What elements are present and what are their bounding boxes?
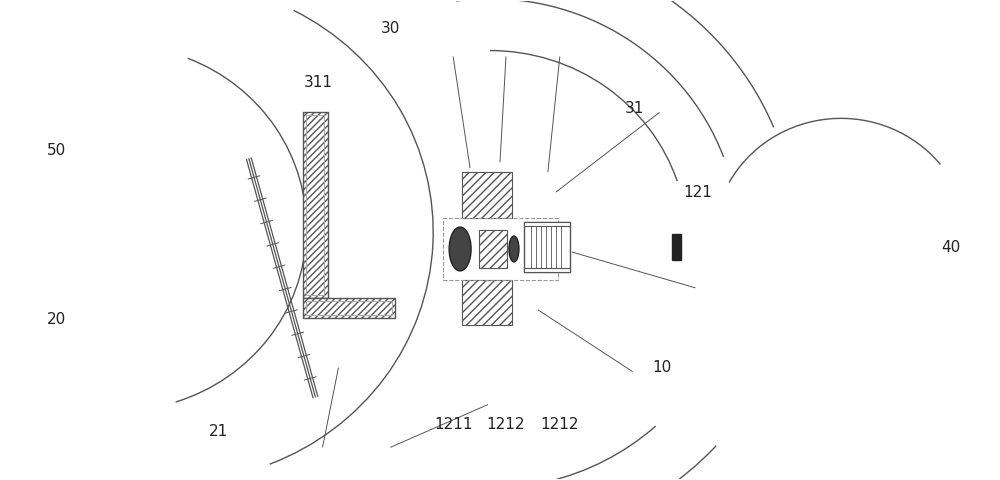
Text: 20: 20 bbox=[47, 312, 66, 327]
Ellipse shape bbox=[509, 236, 519, 262]
Text: 1212: 1212 bbox=[487, 417, 525, 432]
Text: 1212: 1212 bbox=[541, 417, 579, 432]
Bar bbox=[303, 298, 395, 318]
Bar bbox=[524, 222, 570, 272]
Bar bbox=[443, 218, 558, 280]
Bar bbox=[524, 268, 570, 272]
Text: 50: 50 bbox=[47, 143, 66, 158]
Text: 30: 30 bbox=[381, 21, 400, 36]
Text: 31: 31 bbox=[625, 101, 644, 116]
Polygon shape bbox=[462, 172, 512, 218]
Ellipse shape bbox=[449, 227, 471, 271]
Text: 40: 40 bbox=[941, 240, 960, 255]
Bar bbox=[303, 298, 395, 318]
Bar bbox=[306, 301, 392, 315]
Text: 1211: 1211 bbox=[434, 417, 472, 432]
Bar bbox=[303, 112, 328, 298]
Text: 311: 311 bbox=[304, 75, 333, 90]
Bar bbox=[479, 230, 507, 268]
Bar bbox=[672, 234, 681, 260]
Text: 21: 21 bbox=[209, 424, 228, 439]
Text: 10: 10 bbox=[652, 360, 671, 375]
Bar bbox=[306, 115, 324, 295]
Text: 121: 121 bbox=[683, 185, 712, 200]
Polygon shape bbox=[462, 280, 512, 325]
Bar bbox=[303, 112, 328, 298]
Bar bbox=[524, 222, 570, 226]
